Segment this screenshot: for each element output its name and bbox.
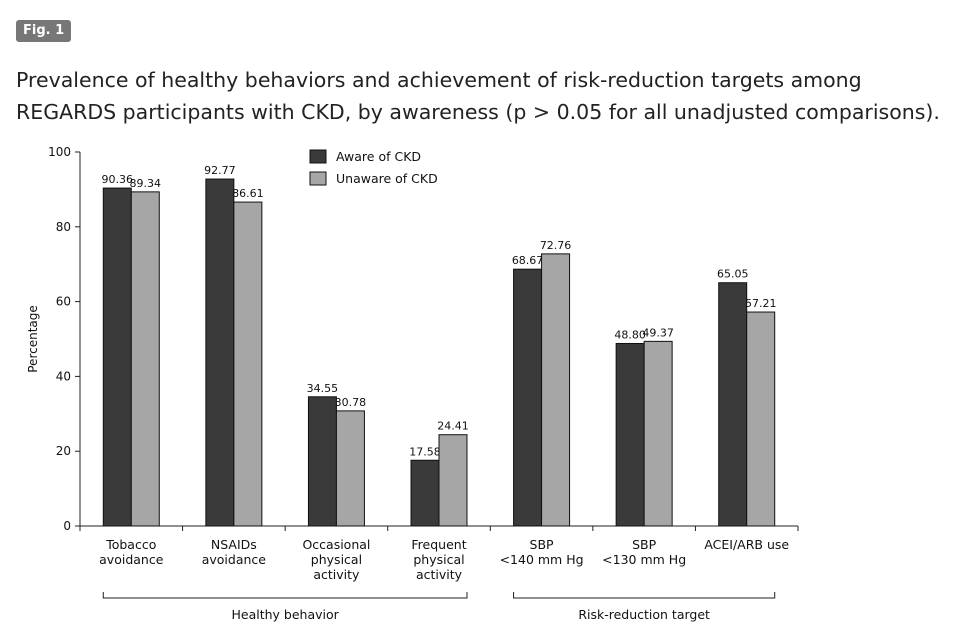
data-label: 49.37: [642, 326, 674, 339]
figure-badge: Fig. 1: [16, 20, 72, 42]
data-label: 24.41: [437, 420, 469, 433]
data-label: 86.61: [232, 187, 264, 200]
bar-aware: [513, 268, 543, 527]
y-tick-label: 80: [56, 220, 71, 234]
data-label: 48.80: [614, 328, 646, 341]
bar-aware: [205, 178, 235, 527]
bar-unaware: [233, 201, 263, 527]
data-label: 92.77: [204, 164, 236, 177]
x-tick-label: activity: [313, 567, 360, 582]
data-label: 89.34: [130, 177, 162, 190]
legend-swatch: [309, 171, 327, 186]
bar-aware: [718, 282, 748, 527]
y-tick-label: 0: [63, 519, 71, 533]
bar-aware: [307, 396, 337, 527]
bar-unaware: [746, 311, 776, 527]
x-tick-label: physical: [311, 552, 362, 567]
legend-swatch: [309, 149, 327, 164]
x-tick-label: NSAIDs: [211, 537, 257, 552]
y-tick-label: 100: [48, 145, 71, 159]
bar-unaware: [130, 191, 160, 527]
bar-unaware: [335, 410, 365, 527]
x-tick-label: Occasional: [302, 537, 370, 552]
group-label: Risk-reduction target: [578, 607, 710, 622]
group-bracket: [102, 592, 468, 599]
y-tick-label: 20: [56, 444, 71, 458]
x-tick-label: Tobacco: [105, 537, 156, 552]
bar-unaware: [438, 434, 468, 527]
data-label: 68.67: [512, 254, 544, 267]
data-label: 30.78: [335, 396, 367, 409]
x-tick-label: ACEI/ARB use: [704, 537, 789, 552]
y-axis-label: Percentage: [26, 305, 40, 373]
x-tick-label: Frequent: [411, 537, 466, 552]
data-label: 34.55: [307, 382, 339, 395]
bar-unaware: [541, 253, 571, 527]
x-tick-label: avoidance: [202, 552, 267, 567]
y-tick-label: 40: [56, 369, 71, 383]
data-label: 72.76: [540, 239, 572, 252]
data-label: 57.21: [745, 297, 777, 310]
data-label: 90.36: [102, 173, 134, 186]
bar-aware: [615, 342, 645, 527]
figure-caption: Prevalence of healthy behaviors and achi…: [16, 68, 940, 124]
bar-aware: [102, 187, 132, 527]
x-tick-label: <130 mm Hg: [602, 552, 686, 567]
legend-label: Aware of CKD: [336, 149, 421, 164]
data-label: 17.58: [409, 445, 441, 458]
bar-unaware: [643, 340, 673, 527]
y-tick-label: 60: [56, 295, 71, 309]
bar-aware: [410, 459, 440, 527]
x-tick-label: avoidance: [99, 552, 164, 567]
x-tick-label: <140 mm Hg: [500, 552, 584, 567]
legend-label: Unaware of CKD: [336, 171, 438, 186]
x-tick-label: SBP: [530, 537, 555, 552]
group-label: Healthy behavior: [231, 607, 339, 622]
x-tick-label: activity: [416, 567, 463, 582]
x-tick-label: physical: [413, 552, 464, 567]
data-label: 65.05: [717, 268, 749, 281]
x-tick-label: SBP: [632, 537, 657, 552]
group-bracket: [513, 592, 776, 599]
